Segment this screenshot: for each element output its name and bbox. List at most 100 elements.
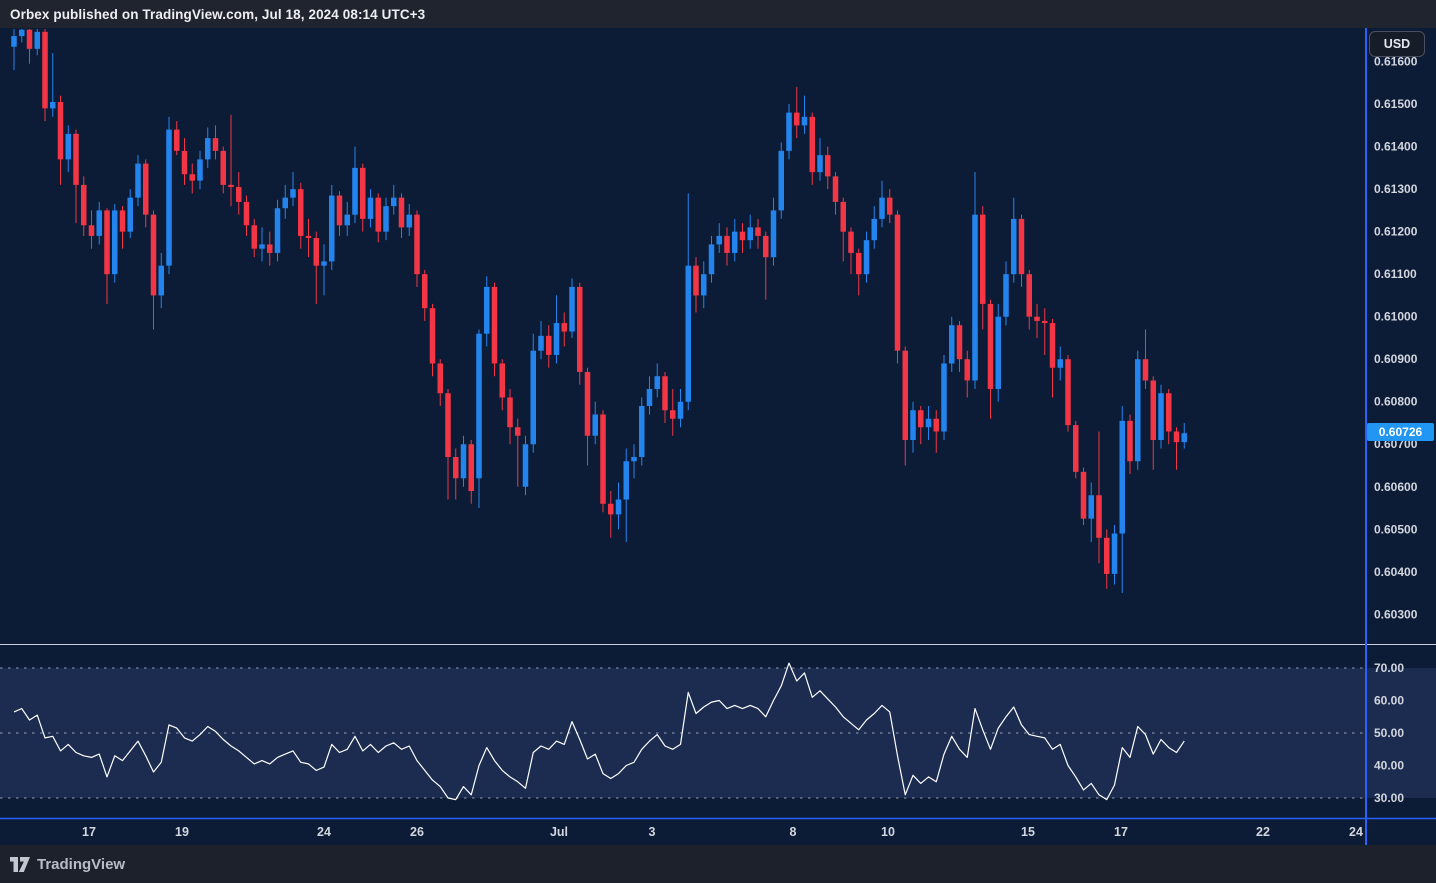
candle-body	[197, 159, 203, 181]
candle-body	[375, 197, 381, 232]
candle-body	[34, 31, 40, 49]
candle-body	[956, 325, 963, 360]
candle-body	[1173, 431, 1180, 443]
candle-body	[863, 240, 870, 275]
currency-chip[interactable]: USD	[1369, 31, 1425, 57]
last-price-badge[interactable]: 0.60726	[1367, 423, 1434, 441]
candle-body	[81, 184, 87, 226]
time-axis-label[interactable]: 26	[410, 825, 424, 839]
rsi-axis-label[interactable]: 30.00	[1374, 791, 1404, 805]
price-axis-label[interactable]: 0.61500	[1374, 97, 1418, 111]
candle-body	[166, 129, 172, 266]
candle-body	[1049, 323, 1056, 368]
price-axis-label[interactable]: 0.60800	[1374, 395, 1418, 409]
candle-body	[19, 29, 25, 37]
time-axis-label[interactable]: 17	[1114, 825, 1128, 839]
candle-body	[445, 393, 451, 457]
candle-body	[174, 129, 180, 151]
candle-body	[259, 244, 265, 249]
time-axis-label[interactable]: 15	[1021, 825, 1035, 839]
candle-body	[220, 150, 226, 185]
candle-body	[274, 208, 281, 253]
candle-body	[546, 335, 552, 355]
price-axis-label[interactable]: 0.60300	[1374, 607, 1418, 621]
candle-body	[553, 323, 560, 355]
candle-body	[251, 225, 257, 249]
candle-body	[1104, 537, 1110, 574]
candle-body	[507, 397, 513, 428]
candle-body	[1158, 393, 1164, 440]
candle-body	[871, 218, 877, 241]
candle-body	[685, 265, 691, 402]
rsi-band	[0, 668, 1436, 798]
candle-body	[112, 210, 118, 275]
candle-body	[592, 414, 598, 436]
candle-body	[1042, 320, 1048, 324]
candle-body	[584, 371, 591, 436]
price-axis-label[interactable]: 0.61300	[1374, 182, 1418, 196]
candle-body	[383, 206, 389, 232]
candle-body	[623, 461, 629, 500]
price-axis-label[interactable]: 0.61100	[1374, 267, 1417, 281]
tradingview-logo-icon[interactable]	[10, 856, 30, 872]
candle-body	[476, 333, 482, 479]
price-axis-label[interactable]: 0.60600	[1374, 480, 1418, 494]
time-axis-label[interactable]: 24	[1349, 825, 1363, 839]
candle-body	[809, 116, 815, 173]
time-axis-label[interactable]: 8	[790, 825, 797, 839]
candle-body	[228, 184, 234, 188]
candle-body	[96, 210, 102, 236]
price-axis-label[interactable]: 0.60400	[1374, 565, 1418, 579]
price-axis-label[interactable]: 0.61000	[1374, 310, 1418, 324]
candle-body	[336, 195, 343, 226]
candle-body	[933, 418, 939, 432]
attribution-text: Orbex published on TradingView.com, Jul …	[10, 6, 426, 22]
rsi-axis-label[interactable]: 50.00	[1374, 726, 1404, 740]
price-axis-label[interactable]: 0.61200	[1374, 225, 1418, 239]
price-axis-label[interactable]: 0.61400	[1374, 140, 1418, 154]
candle-body	[941, 363, 947, 432]
candle-body	[491, 286, 498, 364]
candle-body	[561, 323, 567, 332]
candle-body	[1142, 359, 1149, 381]
time-axis-label[interactable]: 17	[82, 825, 96, 839]
footer-bar: TradingView	[0, 845, 1436, 883]
candle-body	[367, 197, 374, 219]
candle-body	[600, 414, 606, 504]
publication-header: Orbex published on TradingView.com, Jul …	[0, 0, 1436, 28]
tradingview-brand-text[interactable]: TradingView	[37, 855, 126, 873]
candle-body	[677, 401, 684, 419]
candle-body	[848, 231, 854, 253]
time-axis-label[interactable]: Jul	[550, 825, 568, 839]
candle-body	[1111, 533, 1118, 574]
price-axis-label[interactable]: 0.61600	[1374, 55, 1418, 69]
price-axis-label[interactable]: 0.60900	[1374, 352, 1418, 366]
currency-label: USD	[1383, 37, 1411, 51]
rsi-axis-label[interactable]: 60.00	[1374, 694, 1404, 708]
time-axis-label[interactable]: 10	[881, 825, 895, 839]
time-axis-label[interactable]: 19	[175, 825, 189, 839]
rsi-axis-label[interactable]: 40.00	[1374, 759, 1404, 773]
candle-body	[980, 214, 986, 304]
candle-body	[786, 112, 792, 151]
candle-body	[391, 197, 397, 207]
candle-body	[925, 418, 932, 428]
candle-body	[158, 265, 164, 296]
price-axis-label[interactable]: 0.60500	[1374, 522, 1418, 536]
candle-body	[522, 444, 529, 487]
candle-body	[414, 214, 420, 275]
candle-body	[143, 163, 149, 215]
candle-body	[538, 335, 544, 351]
candle-body	[879, 197, 885, 219]
candle-body	[724, 235, 730, 253]
time-axis-label[interactable]: 24	[317, 825, 331, 839]
candle-body	[856, 252, 862, 275]
candle-body	[1073, 425, 1079, 472]
rsi-axis-label[interactable]: 70.00	[1374, 661, 1404, 675]
candle-body	[608, 503, 614, 515]
candle-body	[313, 238, 319, 266]
candle-body	[344, 214, 350, 226]
time-axis-label[interactable]: 22	[1256, 825, 1270, 839]
time-axis-label[interactable]: 3	[649, 825, 656, 839]
